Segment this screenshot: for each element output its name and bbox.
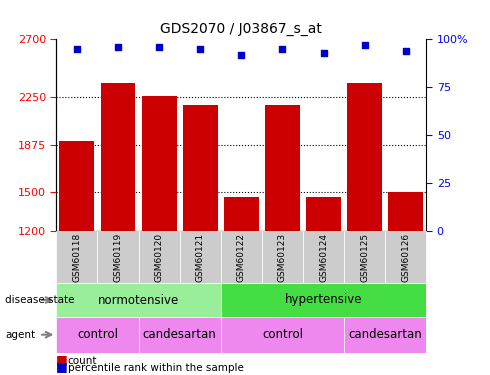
Point: [114, 44, 122, 50]
Text: agent: agent: [5, 330, 35, 340]
Bar: [221, 231, 262, 283]
Text: count: count: [68, 356, 97, 366]
Title: GDS2070 / J03867_s_at: GDS2070 / J03867_s_at: [160, 22, 322, 36]
Text: GSM60125: GSM60125: [360, 233, 369, 282]
Bar: [142, 96, 176, 231]
Bar: [303, 231, 344, 283]
Bar: [224, 197, 259, 231]
Text: GSM60118: GSM60118: [73, 233, 81, 282]
Point: [361, 42, 368, 48]
Text: normotensive: normotensive: [98, 294, 179, 306]
Bar: [221, 317, 344, 352]
Bar: [139, 317, 221, 352]
Text: GSM60124: GSM60124: [319, 233, 328, 282]
Bar: [59, 141, 95, 231]
Bar: [265, 105, 300, 231]
Bar: [306, 197, 341, 231]
Point: [196, 46, 204, 52]
Bar: [100, 83, 135, 231]
Point: [319, 50, 327, 56]
Bar: [98, 231, 139, 283]
Text: percentile rank within the sample: percentile rank within the sample: [68, 363, 244, 373]
Text: hypertensive: hypertensive: [285, 294, 362, 306]
Bar: [180, 231, 221, 283]
Text: disease state: disease state: [5, 295, 74, 305]
Text: control: control: [77, 328, 118, 341]
Text: GSM60126: GSM60126: [401, 233, 410, 282]
Text: control: control: [262, 328, 303, 341]
Text: GSM60122: GSM60122: [237, 233, 246, 282]
Bar: [347, 83, 382, 231]
Bar: [56, 283, 221, 317]
Text: GSM60120: GSM60120: [155, 233, 164, 282]
Bar: [385, 231, 426, 283]
Text: ■: ■: [56, 360, 68, 373]
Bar: [262, 231, 303, 283]
Point: [278, 46, 286, 52]
Bar: [344, 231, 385, 283]
Text: candesartan: candesartan: [348, 328, 422, 341]
Point: [155, 44, 163, 50]
Text: GSM60121: GSM60121: [196, 233, 205, 282]
Bar: [56, 231, 98, 283]
Point: [238, 52, 245, 58]
Point: [73, 46, 81, 52]
Bar: [388, 192, 423, 231]
Bar: [344, 317, 426, 352]
Bar: [139, 231, 180, 283]
Bar: [56, 317, 139, 352]
Bar: [183, 105, 218, 231]
Text: GSM60119: GSM60119: [114, 233, 122, 282]
Point: [402, 48, 410, 54]
Text: ■: ■: [56, 352, 68, 366]
Text: GSM60123: GSM60123: [278, 233, 287, 282]
Text: candesartan: candesartan: [143, 328, 217, 341]
Bar: [221, 283, 426, 317]
